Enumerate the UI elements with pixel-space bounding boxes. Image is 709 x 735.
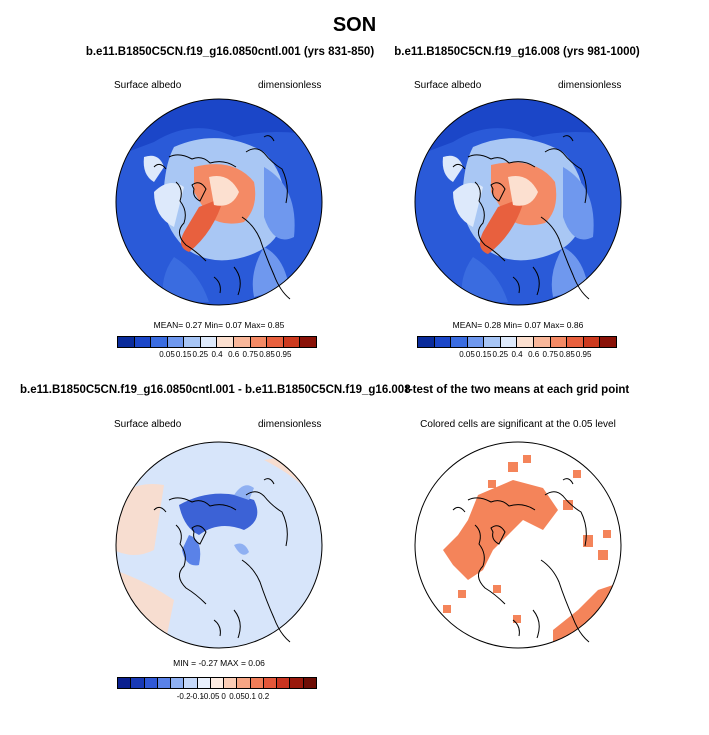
colorbar-swatch [583, 337, 601, 347]
panel-4-subtitle: Colored cells are significant at the 0.0… [420, 419, 616, 430]
colorbar-tick-label: 0.6 [228, 350, 240, 359]
colorbar-tick-label: -0.1 [190, 692, 204, 701]
colorbar-tick-label: -0.05 [201, 692, 220, 701]
colorbar-tick-label: 0.95 [275, 350, 292, 359]
colorbar-tick-label: 0.95 [575, 350, 592, 359]
colorbar-swatch [600, 337, 616, 347]
panel-1-title: b.e11.B1850C5CN.f19_g16.0850cntl.001 (yr… [85, 46, 375, 58]
colorbar-swatch [434, 337, 452, 347]
colorbar-swatch [303, 678, 316, 688]
colorbar-swatch [184, 337, 201, 347]
panel-2-stats: MEAN= 0.28 Min= 0.07 Max= 0.86 [452, 320, 584, 330]
colorbar-tick-label: 0.15 [175, 350, 192, 359]
colorbar-swatch [224, 678, 238, 688]
colorbar-tick-label: 0.05 [159, 350, 175, 359]
colorbar-swatch [234, 337, 251, 347]
colorbar-tick-label: 0.4 [511, 350, 523, 359]
colorbar-swatch [250, 678, 264, 688]
colorbar-tick-label: 0.05 [459, 350, 475, 359]
figure-title: SON [332, 14, 377, 36]
colorbar-swatch [217, 337, 235, 347]
colorbar-tick-label: 0.1 [244, 692, 256, 701]
colorbar-swatch [157, 678, 172, 688]
panel-2-polar-map [414, 98, 622, 306]
colorbar-swatch [144, 678, 158, 688]
panel-4-significance-map [414, 441, 622, 649]
panel-3-units-label: dimensionless [258, 419, 322, 430]
panel-3-stats: MIN = -0.27 MAX = 0.06 [173, 658, 265, 668]
panel-1-colorbar-labels: 0.05 0.15 0.25 0.4 0.6 0.75 0.85 0.95 [117, 350, 317, 362]
panel-1-stats: MEAN= 0.27 Min= 0.07 Max= 0.85 [153, 320, 285, 330]
colorbar-swatch [517, 337, 535, 347]
colorbar-tick-label: 0.75 [242, 350, 259, 359]
panel-3-colorbar [117, 677, 317, 689]
panel-2-title: b.e11.B1850C5CN.f19_g16.008 (yrs 981-100… [394, 46, 640, 58]
colorbar-swatch [184, 678, 198, 688]
panel-2-variable-label: Surface albedo [414, 80, 482, 91]
colorbar-swatch [167, 337, 185, 347]
panel-4-title: t-test of the two means at each grid poi… [405, 384, 630, 396]
colorbar-swatch [237, 678, 251, 688]
colorbar-tick-label: 0.25 [492, 350, 509, 359]
colorbar-swatch [567, 337, 584, 347]
panel-3-difference-map [115, 441, 323, 649]
panel-1-polar-map [115, 98, 323, 306]
colorbar-tick-label: 0.75 [542, 350, 559, 359]
colorbar-swatch [131, 678, 145, 688]
panel-3-title: b.e11.B1850C5CN.f19_g16.0850cntl.001 - b… [20, 384, 411, 396]
colorbar-swatch [300, 337, 316, 347]
colorbar-swatch [210, 678, 225, 688]
panel-2-units-label: dimensionless [558, 80, 622, 91]
panel-3-variable-label: Surface albedo [114, 419, 182, 430]
colorbar-swatch [134, 337, 152, 347]
colorbar-swatch [283, 337, 301, 347]
colorbar-swatch [500, 337, 518, 347]
colorbar-swatch [534, 337, 551, 347]
colorbar-tick-label: 0.2 [258, 692, 270, 701]
colorbar-swatch [118, 678, 132, 688]
colorbar-swatch [197, 678, 211, 688]
colorbar-swatch [451, 337, 468, 347]
colorbar-tick-label: -0.2 [176, 692, 191, 701]
colorbar-swatch [118, 337, 135, 347]
colorbar-swatch [277, 678, 291, 688]
colorbar-swatch [290, 678, 304, 688]
colorbar-swatch [200, 337, 218, 347]
panel-2-colorbar [417, 336, 617, 348]
colorbar-tick-label: 0.4 [211, 350, 223, 359]
colorbar-tick-label: 0.05 [229, 692, 245, 701]
panel-1-variable-label: Surface albedo [114, 80, 182, 91]
colorbar-tick-label: 0.85 [559, 350, 575, 359]
panel-3-colorbar-labels: -0.2 -0.1 -0.05 0 0.05 0.1 0.2 [117, 692, 317, 704]
colorbar-tick-label: 0.25 [192, 350, 209, 359]
panel-2-colorbar-labels: 0.05 0.15 0.25 0.4 0.6 0.75 0.85 0.95 [417, 350, 617, 362]
panel-1-units-label: dimensionless [258, 80, 322, 91]
colorbar-swatch [467, 337, 485, 347]
panel-1-colorbar [117, 336, 317, 348]
colorbar-tick-label: 0.85 [259, 350, 275, 359]
colorbar-swatch [151, 337, 168, 347]
colorbar-swatch [171, 678, 185, 688]
colorbar-tick-label: 0.15 [475, 350, 492, 359]
colorbar-swatch [550, 337, 568, 347]
colorbar-swatch [250, 337, 268, 347]
colorbar-tick-label: 0.6 [528, 350, 540, 359]
colorbar-swatch [267, 337, 284, 347]
colorbar-swatch [418, 337, 435, 347]
colorbar-swatch [263, 678, 278, 688]
colorbar-swatch [484, 337, 501, 347]
colorbar-tick-label: 0 [221, 692, 226, 701]
